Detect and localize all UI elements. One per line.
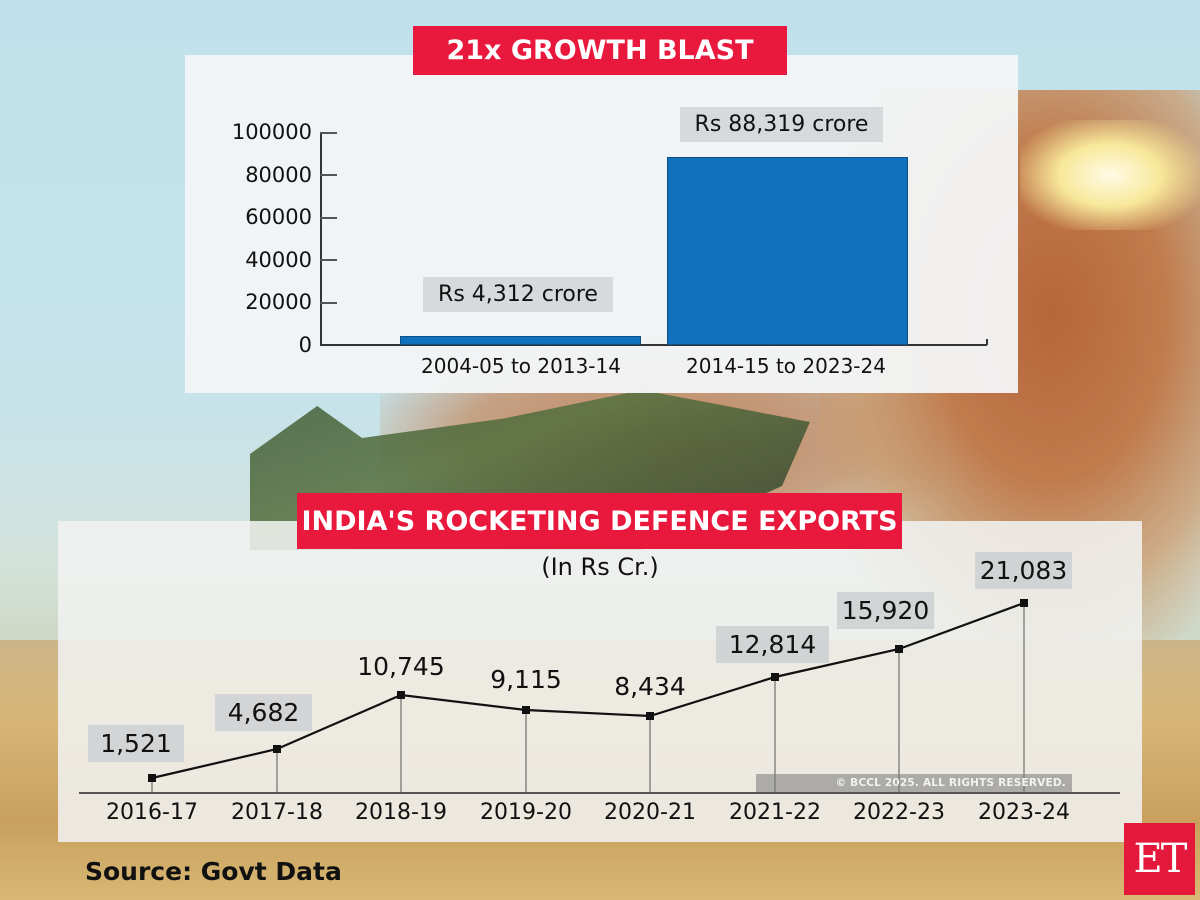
y-tick-label: 40000 — [245, 248, 312, 272]
bar-value-label: Rs 4,312 crore — [423, 277, 613, 312]
line-chart-title: INDIA'S ROCKETING DEFENCE EXPORTS — [297, 493, 902, 549]
data-point-label: 12,814 — [716, 626, 829, 663]
line-chart-x-axis — [79, 792, 1120, 794]
x-tick-label: 2019-20 — [480, 800, 572, 825]
data-point-label: 1,521 — [88, 725, 184, 762]
x-tick-label: 2020-21 — [604, 800, 696, 825]
y-tick — [320, 132, 337, 134]
bar-chart-title: 21x GROWTH BLAST — [413, 26, 787, 75]
x-tick-label: 2022-23 — [853, 800, 945, 825]
x-tick-label: 2021-22 — [729, 800, 821, 825]
y-tick-label: 100000 — [231, 120, 312, 144]
x-tick-label: 2016-17 — [106, 800, 198, 825]
data-point-label: 15,920 — [837, 592, 934, 629]
bar-value-label: Rs 88,319 crore — [680, 107, 883, 142]
bar-chart-x-axis — [320, 344, 987, 346]
y-tick-label: 80000 — [245, 163, 312, 187]
line-chart-unit-subtitle: (In Rs Cr.) — [541, 553, 659, 581]
y-tick-label: 0 — [298, 333, 312, 357]
bar-category-label: 2004-05 to 2013-14 — [421, 354, 621, 378]
bar-category-label: 2014-15 to 2023-24 — [686, 354, 886, 378]
data-point-label: 9,115 — [490, 665, 562, 694]
x-tick-label: 2018-19 — [355, 800, 447, 825]
y-tick — [320, 217, 337, 219]
bar-chart-y-axis — [320, 132, 322, 345]
muzzle-flash — [1020, 120, 1200, 230]
data-point-label: 10,745 — [357, 652, 445, 681]
y-tick — [320, 259, 337, 261]
data-point-label: 8,434 — [614, 672, 686, 701]
bar-2004-05-to-2013-14 — [400, 336, 641, 345]
copyright-notice: © BCCL 2025. ALL RIGHTS RESERVED. — [756, 774, 1072, 792]
data-point-label: 21,083 — [975, 552, 1072, 589]
y-tick — [320, 302, 337, 304]
data-point-label: 4,682 — [215, 694, 312, 731]
x-axis-end-tick — [986, 339, 988, 345]
x-tick-label: 2017-18 — [231, 800, 323, 825]
y-tick — [320, 174, 337, 176]
y-tick-label: 60000 — [245, 205, 312, 229]
bar-2014-15-to-2023-24 — [667, 157, 908, 345]
y-tick-label: 20000 — [245, 290, 312, 314]
x-tick-label: 2023-24 — [978, 800, 1070, 825]
et-logo: ET — [1124, 823, 1195, 895]
source-credit: Source: Govt Data — [85, 857, 342, 886]
